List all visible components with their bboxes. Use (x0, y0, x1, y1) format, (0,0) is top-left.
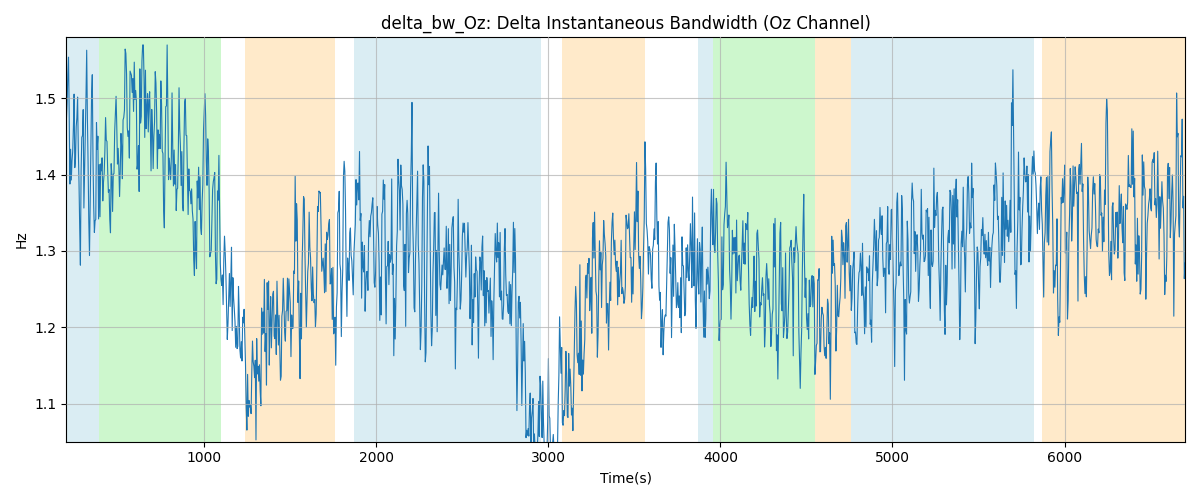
Bar (1042, 38, 1186, 442)
Bar (815, 38, 851, 442)
X-axis label: Time(s): Time(s) (600, 471, 652, 485)
Bar (714, 38, 815, 442)
Bar (698, 38, 714, 442)
Bar (851, 38, 1033, 442)
Bar (66, 38, 100, 442)
Title: delta_bw_Oz: Delta Instantaneous Bandwidth (Oz Channel): delta_bw_Oz: Delta Instantaneous Bandwid… (380, 15, 871, 34)
Bar (562, 38, 644, 442)
Bar (245, 38, 335, 442)
Y-axis label: Hz: Hz (16, 230, 29, 248)
Bar (354, 38, 541, 442)
Bar (100, 38, 221, 442)
